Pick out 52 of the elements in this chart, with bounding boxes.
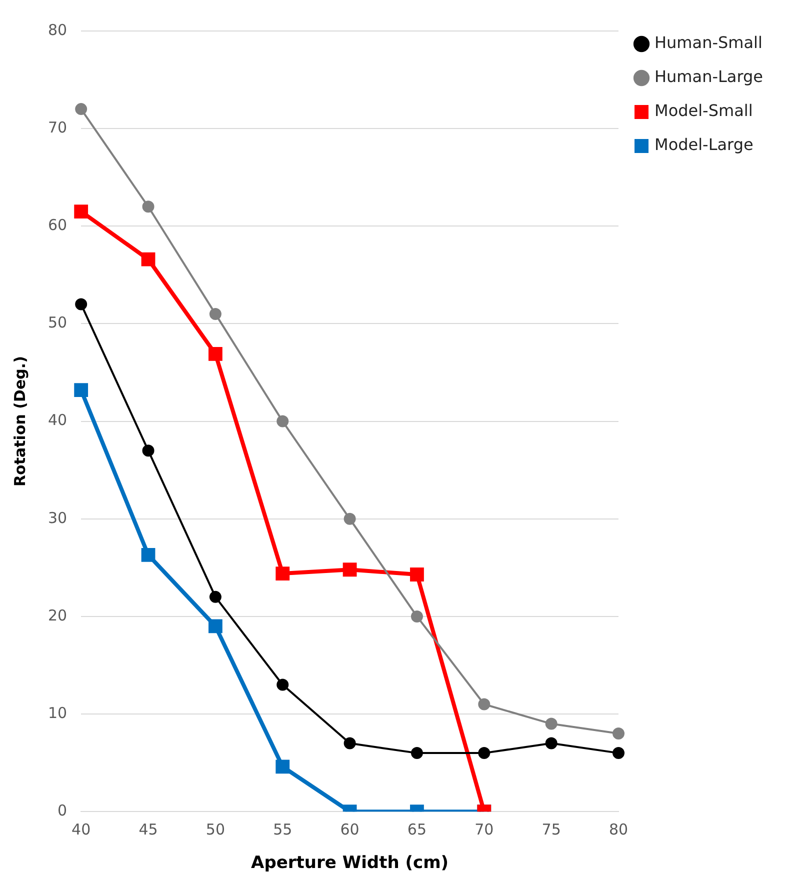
legend-label: Human-Large bbox=[654, 67, 764, 86]
y-tick-label: 0 bbox=[58, 801, 68, 820]
point bbox=[276, 760, 290, 774]
point bbox=[344, 512, 356, 525]
y-tick-label: 30 bbox=[48, 508, 68, 527]
point bbox=[74, 383, 88, 398]
legend-label: Human-Small bbox=[654, 33, 762, 52]
point bbox=[478, 698, 490, 710]
x-tick-label: 40 bbox=[72, 820, 91, 838]
x-tick-label: 50 bbox=[206, 820, 225, 838]
point bbox=[142, 444, 154, 457]
point bbox=[209, 308, 222, 320]
point bbox=[141, 252, 156, 266]
point bbox=[410, 610, 423, 622]
point bbox=[612, 747, 625, 760]
x-tick-label: 80 bbox=[608, 820, 628, 838]
point bbox=[142, 200, 154, 213]
point bbox=[141, 548, 156, 562]
legend-label: Model-Large bbox=[654, 135, 754, 154]
point bbox=[342, 562, 357, 577]
point bbox=[209, 590, 222, 603]
point bbox=[75, 298, 88, 310]
y-tick-label: 20 bbox=[48, 606, 68, 624]
point bbox=[612, 728, 625, 740]
point bbox=[74, 204, 88, 218]
y-tick-label: 50 bbox=[48, 314, 68, 332]
y-axis-title: Rotation (Deg.) bbox=[10, 356, 29, 487]
point bbox=[276, 678, 289, 691]
point bbox=[276, 415, 289, 428]
x-tick-label: 45 bbox=[138, 820, 158, 838]
x-tick-label: 55 bbox=[273, 820, 292, 838]
legend-label: Model-Small bbox=[654, 101, 753, 120]
y-tick-label: 10 bbox=[48, 704, 68, 722]
point bbox=[410, 568, 424, 582]
y-tick-label: 60 bbox=[48, 216, 68, 234]
y-tick-label: 70 bbox=[48, 118, 68, 136]
x-tick-label: 60 bbox=[340, 820, 360, 838]
y-tick-label: 80 bbox=[48, 20, 68, 39]
point bbox=[344, 737, 356, 750]
point bbox=[545, 718, 558, 730]
x-tick-label: 65 bbox=[407, 820, 427, 838]
point bbox=[545, 737, 558, 750]
point bbox=[208, 347, 222, 361]
point bbox=[75, 103, 88, 116]
x-axis-title: Aperture Width (cm) bbox=[251, 853, 449, 874]
point bbox=[208, 619, 222, 634]
point bbox=[410, 747, 423, 760]
x-tick-label: 75 bbox=[542, 820, 561, 838]
point bbox=[276, 566, 290, 580]
point bbox=[478, 747, 490, 760]
x-tick-label: 70 bbox=[474, 820, 494, 838]
y-tick-label: 40 bbox=[48, 411, 68, 430]
